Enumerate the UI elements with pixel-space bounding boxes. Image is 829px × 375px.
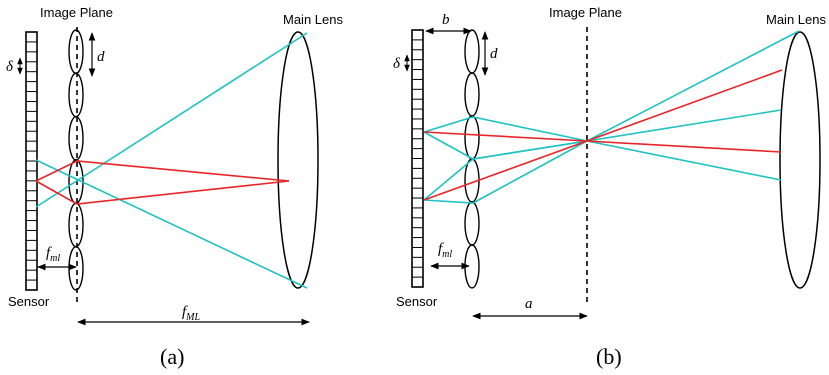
microlens-array-a [68, 29, 84, 291]
mla-a-microlens [68, 245, 84, 291]
cyan-ray-a-1 [35, 32, 308, 208]
caption-a: (a) [160, 344, 184, 369]
mla-a-microlens [68, 72, 84, 118]
red-ray-a-2 [35, 180, 290, 205]
f-ml-sub-b: ml [442, 249, 452, 260]
cyan-ray-b-6 [586, 109, 782, 142]
mla-a-microlens [68, 29, 84, 75]
panel-b: Image Plane Main Lens Sensor δ d b fml a… [393, 5, 826, 369]
f-ml-main-a: f [46, 245, 52, 261]
b-label-b: b [442, 12, 450, 28]
main-lens-b [779, 31, 821, 289]
red-ray-a-1 [35, 160, 290, 182]
image-plane-label-a: Image Plane [40, 5, 113, 20]
f-ml-label-a: fml [46, 245, 60, 264]
cyan-ray-a-2 [35, 159, 308, 289]
sensor-b [411, 29, 424, 288]
d-label-b: d [490, 46, 498, 62]
main-lens-label-b: Main Lens [766, 12, 826, 27]
delta-label-b: δ [393, 56, 401, 72]
red-ray-b-1 [423, 131, 588, 142]
mla-b-microlens [464, 115, 480, 160]
f-ml-label-b: fml [438, 241, 452, 260]
f-ml-sub-a: ml [50, 253, 60, 264]
mla-b-microlens [464, 201, 480, 246]
a-label-b: a [525, 296, 533, 312]
red-ray-b-3 [586, 69, 783, 142]
mla-b-microlens [464, 72, 480, 117]
image-plane-label-b: Image Plane [549, 5, 622, 20]
mla-a-microlens [68, 115, 84, 161]
cyan-ray-b-7 [586, 140, 782, 181]
cyan-ray-b-1 [423, 116, 588, 142]
red-ray-b-4 [586, 140, 782, 153]
mla-a-microlens [68, 202, 84, 248]
sensor-label-b: Sensor [396, 294, 438, 309]
panel-a: Image Plane Main Lens Sensor δ d fml fML… [6, 5, 343, 369]
f-ML-main-a: f [182, 304, 188, 320]
mla-b-microlens [464, 29, 480, 74]
main-lens-a [277, 31, 319, 289]
sensor-label-a: Sensor [8, 294, 50, 309]
f-ML-sub-a: ML [185, 312, 200, 323]
cyan-ray-b-3 [423, 140, 588, 201]
delta-label-a: δ [6, 59, 14, 75]
caption-b: (b) [596, 344, 622, 369]
sensor-a [25, 31, 38, 291]
main-lens-label-a: Main Lens [283, 12, 343, 27]
f-ml-main-b: f [438, 241, 444, 257]
cyan-ray-b-5 [586, 30, 800, 142]
cyan-ray-b-4 [423, 140, 588, 204]
red-ray-b-2 [423, 140, 588, 201]
d-label-a: d [97, 49, 105, 65]
f-ML-label-a: fML [182, 304, 201, 323]
